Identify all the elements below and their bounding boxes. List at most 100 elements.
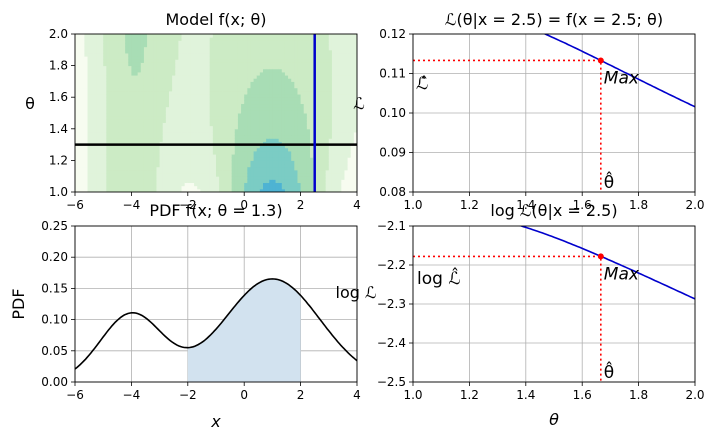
heatmap-cell	[237, 188, 242, 192]
heatmap-cell	[96, 40, 101, 44]
heatmap-cell	[269, 75, 273, 79]
heatmap-cell	[109, 138, 114, 142]
heatmap-cell	[288, 84, 292, 89]
heatmap-cell	[288, 125, 292, 130]
heatmap-cell	[153, 131, 157, 136]
heatmap-cell	[118, 144, 123, 149]
heatmap-cell	[341, 135, 345, 139]
heatmap-cell	[165, 87, 170, 92]
heatmap-cell	[90, 40, 95, 44]
heatmap-cell	[294, 100, 298, 105]
heatmap-cell	[294, 179, 298, 184]
heatmap-cell	[125, 78, 129, 82]
heatmap-cell	[153, 141, 157, 146]
heatmap-cell	[325, 128, 330, 133]
heatmap-cell	[140, 37, 145, 41]
heatmap-cell	[200, 166, 204, 171]
heatmap-cell	[297, 62, 302, 67]
heatmap-cell	[143, 90, 148, 95]
heatmap-cell	[306, 34, 311, 38]
heatmap-cell	[162, 125, 167, 130]
heatmap-cell	[103, 113, 107, 117]
heatmap-cell	[93, 37, 98, 41]
heatmap-cell	[344, 81, 349, 86]
heatmap-cell	[84, 147, 89, 152]
heatmap-cell	[209, 141, 214, 146]
heatmap-cell	[147, 150, 151, 155]
heatmap-cell	[247, 163, 251, 168]
heatmap-cell	[203, 119, 208, 123]
heatmap-cell	[259, 182, 264, 187]
heatmap-cell	[206, 157, 211, 161]
heatmap-cell	[231, 49, 236, 54]
heatmap-cell	[140, 100, 145, 105]
heatmap-cell	[165, 52, 170, 57]
heatmap-cell	[303, 150, 308, 155]
heatmap-cell	[303, 103, 308, 108]
heatmap-cell	[281, 37, 286, 41]
heatmap-cell	[78, 125, 82, 130]
heatmap-cell	[87, 141, 92, 146]
heatmap-cell	[225, 154, 230, 158]
heatmap-cell	[137, 62, 142, 67]
heatmap-cell	[184, 160, 189, 165]
heatmap-cell	[319, 84, 324, 89]
heatmap-cell	[200, 125, 204, 130]
heatmap-cell	[212, 49, 217, 54]
heatmap-cell	[103, 52, 107, 57]
x-tick-label: 1.0	[403, 388, 422, 402]
heatmap-cell	[259, 119, 264, 123]
heatmap-cell	[328, 169, 333, 174]
heatmap-cell	[231, 179, 236, 184]
heatmap-cell	[225, 144, 230, 149]
heatmap-cell	[150, 109, 154, 114]
heatmap-cell	[335, 169, 339, 174]
heatmap-cell	[206, 119, 211, 123]
heatmap-cell	[209, 34, 214, 38]
heatmap-cell	[103, 68, 107, 73]
heatmap-cell	[344, 52, 349, 57]
heatmap-cell	[125, 34, 129, 38]
heatmap-cell	[153, 182, 157, 187]
heatmap-cell	[109, 62, 114, 67]
heatmap-cell	[122, 103, 126, 108]
heatmap-cell	[169, 84, 173, 89]
heatmap-cell	[222, 122, 226, 127]
heatmap-cell	[93, 188, 98, 192]
heatmap-cell	[297, 34, 302, 38]
heatmap-cell	[194, 144, 198, 149]
heatmap-cell	[250, 78, 255, 82]
heatmap-cell	[159, 34, 164, 38]
heatmap-cell	[341, 119, 345, 123]
heatmap-cell	[347, 163, 352, 168]
heatmap-cell	[225, 65, 230, 70]
heatmap-cell	[272, 68, 277, 73]
heatmap-cell	[75, 163, 79, 168]
heatmap-cell	[284, 62, 289, 67]
heatmap-cell	[147, 65, 151, 70]
heatmap-cell	[250, 141, 255, 146]
heatmap-cell	[288, 90, 292, 95]
heatmap-cell	[322, 150, 327, 155]
heatmap-cell	[206, 78, 211, 82]
heatmap-cell	[150, 125, 154, 130]
heatmap-cell	[169, 154, 173, 158]
heatmap-cell	[303, 62, 308, 67]
heatmap-cell	[281, 157, 286, 161]
heatmap-cell	[297, 97, 302, 101]
heatmap-cell	[112, 49, 117, 54]
heatmap-cell	[269, 169, 273, 174]
heatmap-cell	[237, 113, 242, 117]
heatmap-cell	[269, 78, 273, 82]
heatmap-cell	[228, 90, 233, 95]
heatmap-cell	[212, 94, 217, 98]
heatmap-cell	[84, 43, 89, 48]
heatmap-cell	[131, 173, 136, 177]
heatmap-cell	[303, 78, 308, 82]
heatmap-cell	[244, 43, 248, 48]
heatmap-cell	[222, 154, 226, 158]
heatmap-cell	[284, 135, 289, 139]
heatmap-cell	[344, 182, 349, 187]
heatmap-cell	[259, 68, 264, 73]
heatmap-cell	[156, 141, 161, 146]
